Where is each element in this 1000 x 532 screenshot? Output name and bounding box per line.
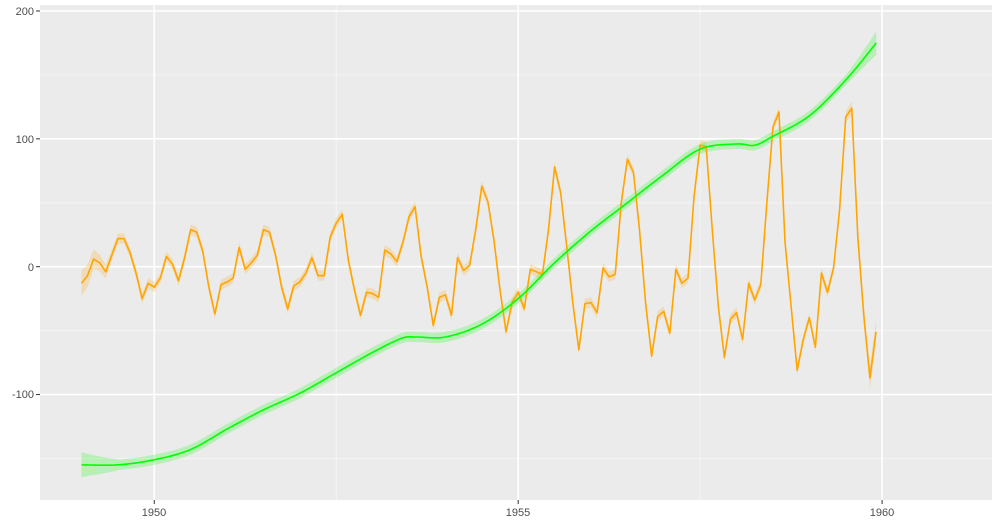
y-tick-label: 200 [16,6,34,18]
y-tick-label: 0 [28,262,34,274]
y-tick-label: -100 [12,389,34,401]
x-tick-label: 1960 [870,507,894,519]
x-tick-label: 1950 [142,507,166,519]
x-tick-label: 1955 [506,507,530,519]
series-lines [80,42,877,467]
gridlines [36,5,992,504]
plot-panel [40,5,992,500]
seasonal-series-line [80,107,877,379]
y-tick-label: 100 [16,134,34,146]
trend-series-line [81,42,877,467]
axes: 200 100 0 -100 1950 1955 1960 [12,6,894,519]
